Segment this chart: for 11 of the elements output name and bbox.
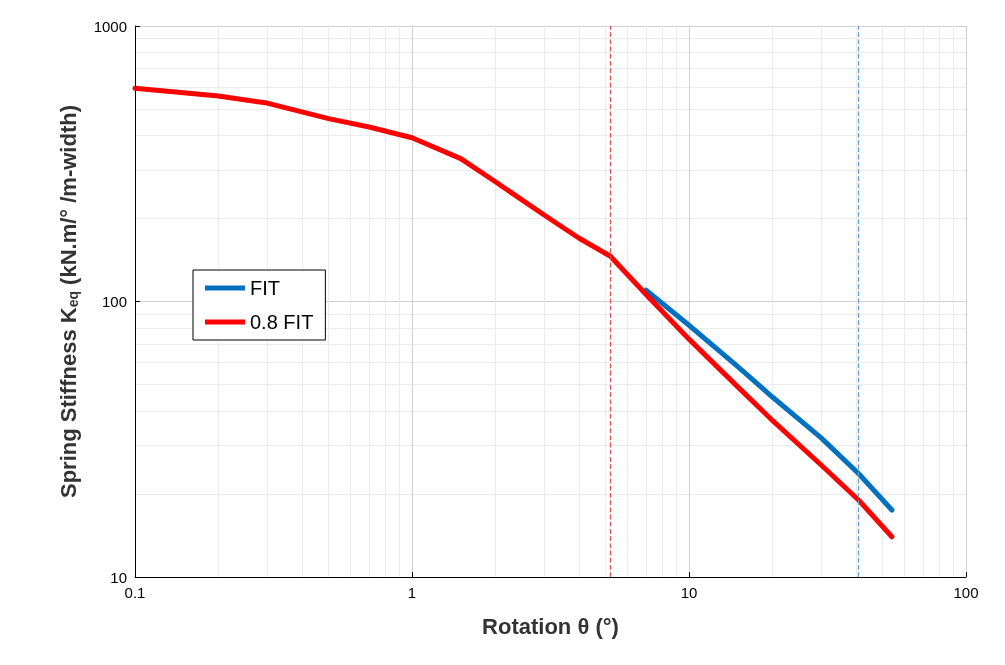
legend-label: FIT [250,277,280,299]
x-axis-title: Rotation θ (°) [482,613,619,639]
x-tick-label: 0.1 [124,584,146,601]
y-tick-label: 1000 [93,17,127,35]
y-tick-label: 100 [101,293,127,310]
legend-label: 0.8 FIT [250,311,314,333]
y-tick-label: 10 [110,568,127,586]
x-tick-label: 10 [680,584,698,601]
x-tick-label: 100 [953,584,979,601]
x-tick-label: 1 [407,584,417,601]
y-axis-title: Spring Stiffness Keq (kN.m/° /m-width) [55,104,81,499]
